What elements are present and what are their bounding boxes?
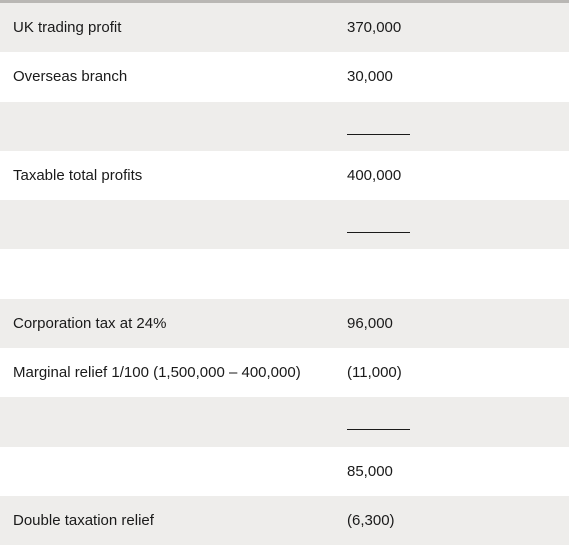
table-row [0,249,569,299]
row-label: Taxable total profits [13,167,143,185]
table-row: Overseas branch 30,000 [0,52,569,102]
row-value: 400,000 [347,167,402,185]
table-row: Double taxation relief (6,300) [0,495,569,545]
table-row [0,101,569,151]
table-row: Corporation tax at 24% 96,000 [0,298,569,349]
row-value: 370,000 [347,19,402,37]
table-top-border [0,0,569,3]
table-row: Marginal relief 1/100 (1,500,000 – 400,0… [0,348,569,398]
table-row: 85,000 [0,446,569,496]
row-value: 96,000 [347,314,393,332]
subtotal-rule [347,133,410,135]
tax-computation-table: UK trading profit 370,000 Overseas branc… [0,3,569,545]
table-row [0,200,569,250]
subtotal-rule [347,429,410,431]
table-row: Taxable total profits 400,000 [0,150,569,201]
row-value: 30,000 [347,68,393,86]
row-value: 85,000 [347,462,393,480]
row-label: Overseas branch [13,68,128,86]
row-label: Double taxation relief [13,512,154,530]
table-row: UK trading profit 370,000 [0,3,569,53]
row-value: (11,000) [347,364,402,382]
row-value: (6,300) [347,512,395,530]
total-rule [347,232,410,234]
table-row [0,397,569,447]
row-label: Corporation tax at 24% [13,314,167,332]
row-label: UK trading profit [13,19,122,37]
row-label: Marginal relief 1/100 (1,500,000 – 400,0… [13,364,301,382]
